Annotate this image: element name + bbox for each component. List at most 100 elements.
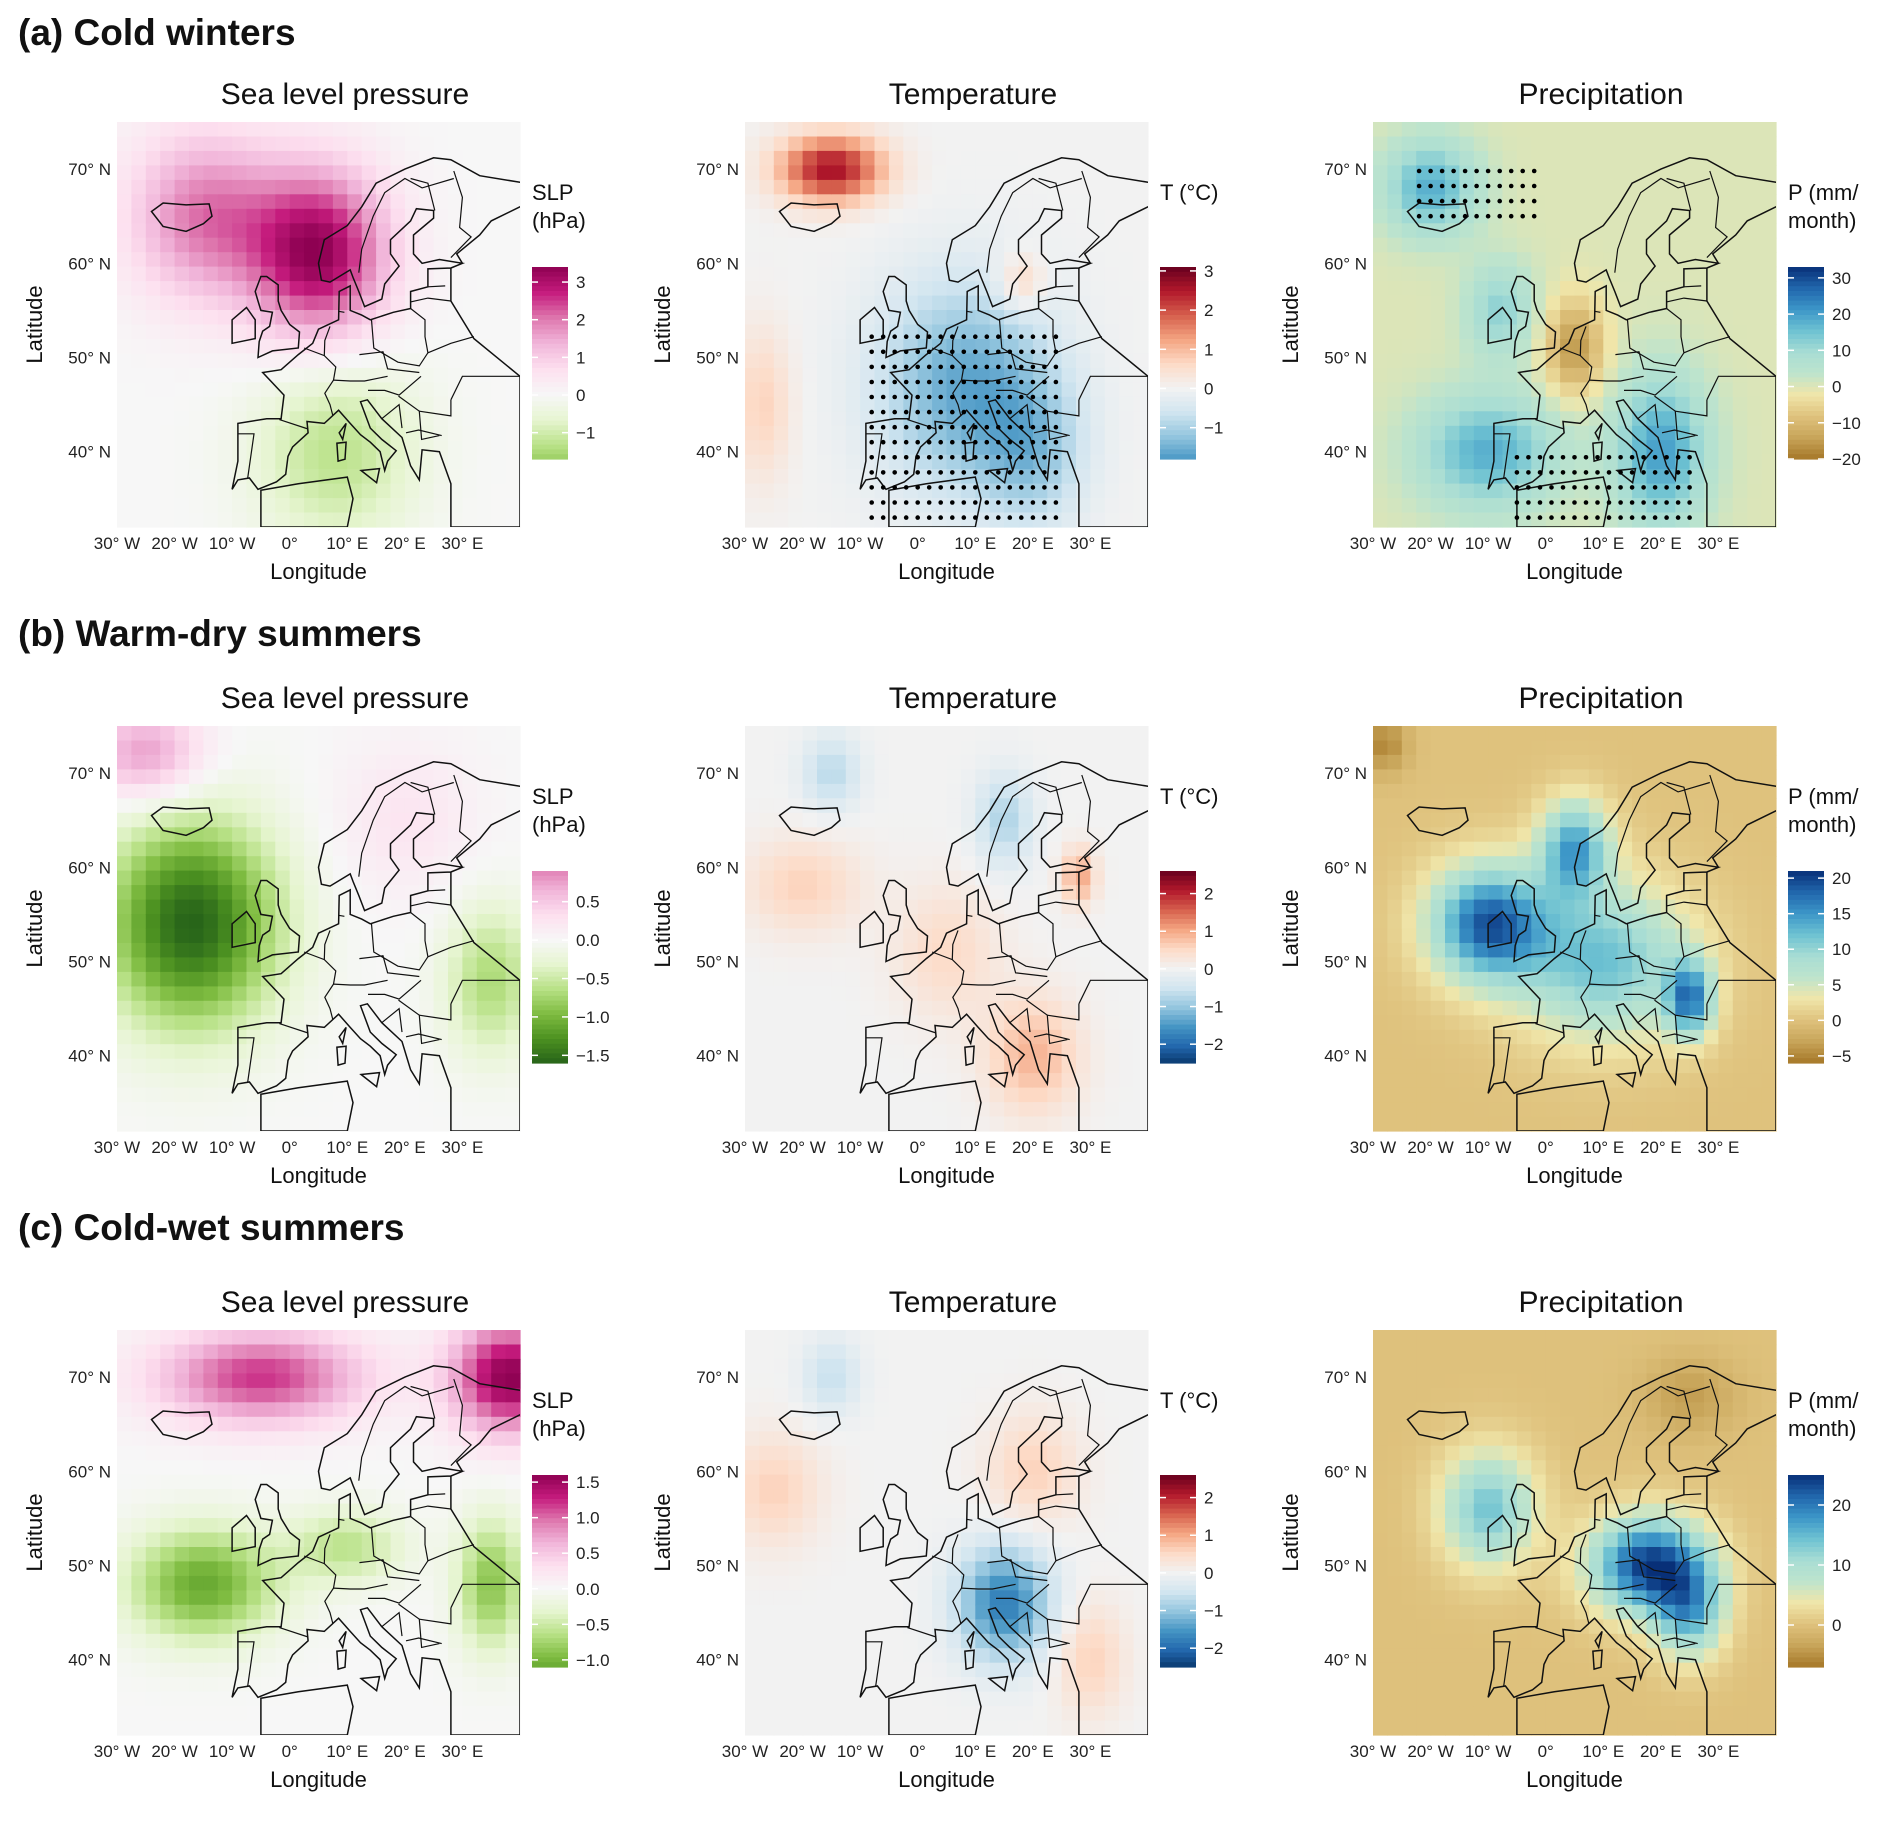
field-cell bbox=[918, 871, 933, 886]
field-cell bbox=[419, 842, 434, 857]
field-cell bbox=[131, 368, 146, 383]
colorbar-step bbox=[532, 895, 568, 900]
colorbar-step bbox=[1160, 277, 1196, 282]
field-cell bbox=[362, 223, 377, 238]
field-cell bbox=[333, 137, 348, 152]
field-cell bbox=[434, 194, 449, 209]
field-cell bbox=[376, 209, 391, 224]
field-cell bbox=[803, 1015, 818, 1030]
field-cell bbox=[1105, 455, 1120, 470]
colorbar-step bbox=[1160, 310, 1196, 315]
field-cell bbox=[1589, 238, 1604, 253]
field-cell bbox=[860, 498, 875, 513]
field-cell bbox=[1459, 972, 1474, 987]
field-cell bbox=[1474, 137, 1489, 152]
field-cell bbox=[290, 397, 305, 412]
field-cell bbox=[1134, 871, 1149, 886]
field-cell bbox=[903, 827, 918, 842]
significance-dot bbox=[938, 515, 943, 520]
colorbar-step bbox=[1788, 387, 1824, 392]
field-cell bbox=[333, 238, 348, 253]
field-cell bbox=[1402, 769, 1417, 784]
colorbar-step bbox=[1788, 296, 1824, 301]
significance-dot bbox=[1520, 169, 1525, 174]
field-cell bbox=[860, 856, 875, 871]
field-cell bbox=[1459, 122, 1474, 137]
field-cell bbox=[1373, 281, 1388, 296]
field-cell bbox=[175, 426, 190, 441]
field-cell bbox=[1134, 498, 1149, 513]
field-cell bbox=[817, 885, 832, 900]
field-cell bbox=[759, 986, 774, 1001]
field-cell bbox=[1546, 165, 1561, 180]
field-cell bbox=[1033, 957, 1048, 972]
field-cell bbox=[506, 498, 521, 513]
field-cell bbox=[846, 296, 861, 311]
significance-dot bbox=[1008, 365, 1013, 370]
field-cell bbox=[1575, 353, 1590, 368]
field-cell bbox=[160, 957, 175, 972]
field-cell bbox=[932, 1102, 947, 1117]
field-cell bbox=[1090, 484, 1105, 499]
field-cell bbox=[1747, 296, 1762, 311]
field-cell bbox=[803, 914, 818, 929]
field-cell bbox=[304, 755, 319, 770]
field-cell bbox=[817, 1088, 832, 1103]
field-cell bbox=[117, 209, 132, 224]
colorbar-step bbox=[1788, 339, 1824, 344]
field-cell bbox=[947, 194, 962, 209]
field-cell bbox=[131, 122, 146, 137]
field-cell bbox=[1459, 755, 1474, 770]
field-cell bbox=[1387, 929, 1402, 944]
field-cell bbox=[1445, 426, 1460, 441]
significance-dot bbox=[1451, 199, 1456, 204]
field-cell bbox=[203, 296, 218, 311]
field-cell bbox=[817, 957, 832, 972]
field-cell bbox=[831, 900, 846, 915]
field-cell bbox=[304, 943, 319, 958]
field-cell bbox=[333, 122, 348, 137]
field-cell bbox=[1373, 741, 1388, 756]
field-cell bbox=[1445, 281, 1460, 296]
colorbar-step bbox=[532, 373, 568, 378]
field-cell bbox=[875, 498, 890, 513]
field-cell bbox=[1445, 339, 1460, 354]
field-cell bbox=[261, 238, 276, 253]
field-cell bbox=[232, 842, 247, 857]
field-cell bbox=[131, 267, 146, 282]
field-cell bbox=[1431, 769, 1446, 784]
field-cell bbox=[745, 900, 760, 915]
field-cell bbox=[362, 484, 377, 499]
colorbar-step bbox=[1160, 301, 1196, 306]
field-cell bbox=[803, 741, 818, 756]
field-cell bbox=[1474, 513, 1489, 528]
field-cell bbox=[175, 368, 190, 383]
field-cell bbox=[160, 513, 175, 528]
field-cell bbox=[175, 972, 190, 987]
field-cell bbox=[247, 741, 262, 756]
significance-dot bbox=[1664, 485, 1669, 490]
field-cell bbox=[932, 252, 947, 267]
field-cell bbox=[491, 194, 506, 209]
field-cell bbox=[304, 209, 319, 224]
field-cell bbox=[160, 382, 175, 397]
field-cell bbox=[1762, 325, 1777, 340]
field-cell bbox=[745, 741, 760, 756]
field-cell bbox=[1416, 484, 1431, 499]
field-cell bbox=[961, 798, 976, 813]
field-cell bbox=[975, 726, 990, 741]
field-cell bbox=[1033, 741, 1048, 756]
field-cell bbox=[1762, 513, 1777, 528]
field-cell bbox=[189, 137, 204, 152]
field-cell bbox=[434, 813, 449, 828]
significance-dot bbox=[1549, 515, 1554, 520]
significance-dot bbox=[962, 425, 967, 430]
colorbar-step bbox=[1160, 430, 1196, 435]
field-cell bbox=[247, 1001, 262, 1016]
field-cell bbox=[817, 741, 832, 756]
field-cell bbox=[803, 957, 818, 972]
field-cell bbox=[1004, 122, 1019, 137]
field-cell bbox=[817, 513, 832, 528]
field-cell bbox=[189, 194, 204, 209]
field-cell bbox=[275, 798, 290, 813]
